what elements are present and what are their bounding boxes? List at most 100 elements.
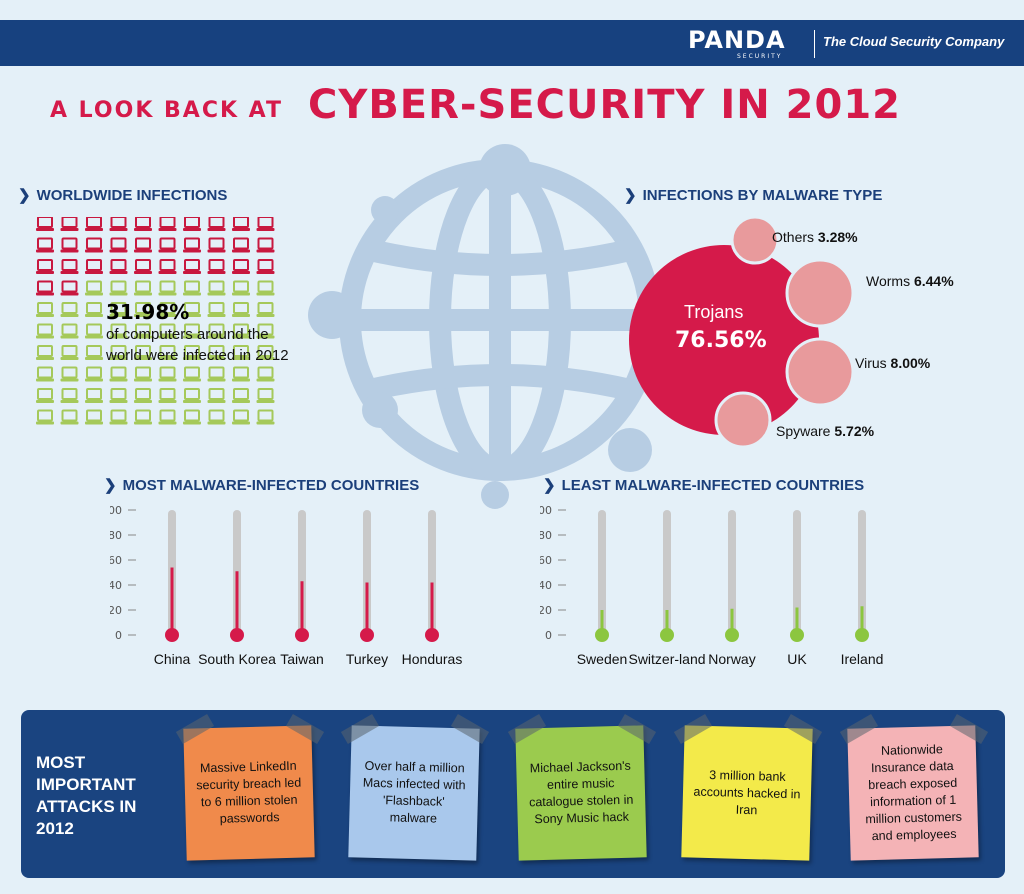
laptop-icon bbox=[207, 280, 226, 296]
laptop-icon bbox=[85, 345, 103, 360]
laptop-icon bbox=[85, 217, 103, 231]
attack-note: 3 million bank accounts hacked in Iran bbox=[681, 725, 813, 861]
thermometer-tube bbox=[793, 510, 801, 635]
y-tick-label: 100 bbox=[110, 504, 122, 517]
thermometer-bulb bbox=[855, 628, 869, 642]
bar bbox=[860, 606, 864, 635]
y-tick-label: 20 bbox=[540, 604, 552, 617]
laptop-icon bbox=[256, 388, 275, 403]
attack-note: Nationwide Insurance data breach exposed… bbox=[847, 725, 979, 861]
bubble-trojans bbox=[629, 245, 819, 435]
category-label: Taiwan bbox=[280, 651, 324, 667]
laptop-icon bbox=[60, 259, 79, 274]
attack-note: Massive LinkedIn security breach led to … bbox=[183, 725, 315, 861]
laptop-icon bbox=[158, 259, 177, 274]
laptop-icon bbox=[207, 217, 226, 231]
trojans-value: 76.56% bbox=[675, 328, 767, 353]
laptop-icon bbox=[60, 217, 79, 231]
laptop-icon bbox=[36, 388, 54, 403]
laptop-icon bbox=[60, 366, 79, 382]
laptop-icon bbox=[36, 366, 54, 382]
laptop-icon bbox=[256, 366, 275, 382]
laptop-icon bbox=[207, 259, 226, 274]
bar bbox=[170, 567, 174, 635]
thermometer-bulb bbox=[165, 628, 179, 642]
y-tick-label: 60 bbox=[540, 554, 552, 567]
thermometer-tube bbox=[728, 510, 736, 635]
y-tick-label: 80 bbox=[110, 529, 122, 542]
category-label: Sweden bbox=[576, 651, 628, 667]
laptop-icon bbox=[60, 345, 79, 360]
page-title: CYBER-SECURITY IN 2012 bbox=[308, 82, 901, 128]
laptop-icon bbox=[85, 237, 103, 253]
header-bar: PANDA SECURITY The Cloud Security Compan… bbox=[0, 20, 1024, 66]
laptop-icon bbox=[36, 323, 54, 339]
laptop-icon bbox=[158, 345, 177, 360]
bubble-worms bbox=[785, 258, 855, 328]
category-label: Ireland bbox=[840, 651, 884, 667]
laptop-icon bbox=[134, 323, 152, 339]
laptop-icon bbox=[158, 323, 177, 339]
laptop-icon bbox=[36, 237, 54, 253]
laptop-icon bbox=[256, 217, 275, 231]
laptop-icon bbox=[60, 280, 79, 296]
brand-logo-sub: SECURITY bbox=[737, 53, 783, 60]
thermometer-bulb bbox=[660, 628, 674, 642]
laptop-icon bbox=[85, 259, 103, 274]
laptop-icon bbox=[134, 217, 152, 231]
skull-icon bbox=[371, 196, 509, 509]
laptop-icon bbox=[158, 217, 177, 231]
laptop-icon bbox=[207, 409, 226, 425]
laptop-icon bbox=[183, 388, 201, 403]
laptop-icon bbox=[109, 409, 128, 425]
laptop-icon bbox=[158, 409, 177, 425]
laptop-icon bbox=[256, 237, 275, 253]
laptop-icon bbox=[183, 302, 201, 317]
laptop-icon bbox=[60, 388, 79, 403]
laptop-icon bbox=[36, 259, 54, 274]
laptop-icon bbox=[232, 323, 250, 339]
least-infected-heading: ❯ LEAST MALWARE-INFECTED COUNTRIES bbox=[543, 477, 865, 494]
laptop-icon bbox=[158, 302, 177, 317]
category-label: Turkey bbox=[345, 651, 389, 667]
thermometer-bulb bbox=[230, 628, 244, 642]
laptop-icon bbox=[207, 366, 226, 382]
y-tick-label: 40 bbox=[540, 579, 552, 592]
laptop-icon bbox=[60, 237, 79, 253]
thermometer-bulb bbox=[790, 628, 804, 642]
laptop-icon bbox=[207, 323, 226, 339]
attack-note: Over half a million Macs infected with '… bbox=[348, 725, 480, 861]
y-tick-label: 100 bbox=[540, 504, 552, 517]
laptop-icon bbox=[109, 237, 128, 253]
laptop-icon bbox=[256, 409, 275, 425]
laptop-icon bbox=[85, 409, 103, 425]
bar bbox=[795, 607, 799, 635]
y-tick-label: 20 bbox=[110, 604, 122, 617]
laptop-icon bbox=[134, 237, 152, 253]
category-label: Switzer-land bbox=[628, 651, 706, 667]
y-tick-label: 0 bbox=[545, 629, 552, 642]
laptop-icon bbox=[134, 409, 152, 425]
laptop-icon bbox=[183, 259, 201, 274]
laptop-icon bbox=[232, 237, 250, 253]
globe-illustration bbox=[308, 144, 661, 509]
laptop-icon bbox=[183, 409, 201, 425]
laptop-icon bbox=[60, 409, 79, 425]
thermometer-bulb bbox=[425, 628, 439, 642]
bubble-virus bbox=[785, 337, 855, 407]
laptop-icon bbox=[134, 302, 152, 317]
laptop-icon bbox=[85, 388, 103, 403]
laptop-icon bbox=[183, 280, 201, 296]
laptop-icon bbox=[183, 237, 201, 253]
laptop-icon bbox=[232, 388, 250, 403]
most-infected-chart: 0 20 40 60 80 100 bbox=[110, 504, 439, 642]
laptop-grid bbox=[36, 217, 275, 425]
thermometer-tube bbox=[363, 510, 371, 635]
laptop-icon bbox=[109, 366, 128, 382]
laptop-icon bbox=[134, 259, 152, 274]
laptop-icon bbox=[36, 302, 54, 317]
laptop-icon bbox=[158, 388, 177, 403]
worldwide-heading: ❯ WORLDWIDE INFECTIONS bbox=[18, 187, 228, 204]
laptop-icon bbox=[36, 409, 54, 425]
chevron-right-icon: ❯ bbox=[18, 187, 31, 204]
